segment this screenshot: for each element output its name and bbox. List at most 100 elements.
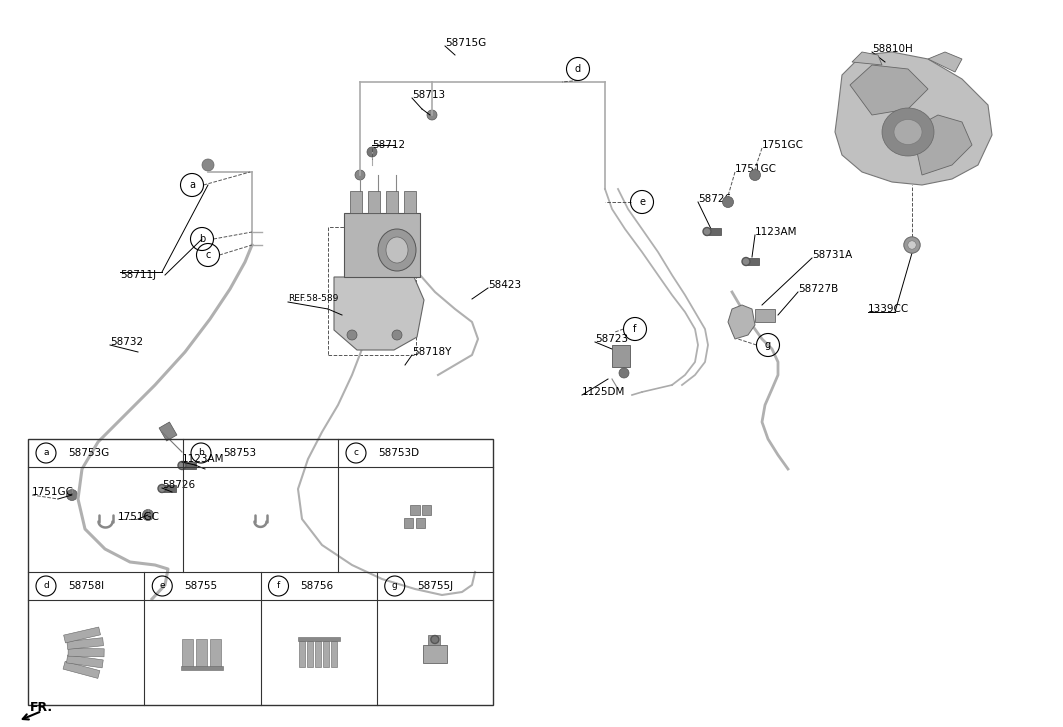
Text: a: a	[189, 180, 195, 190]
Ellipse shape	[386, 237, 408, 263]
Text: b: b	[198, 449, 204, 457]
Polygon shape	[334, 277, 424, 350]
Text: b: b	[199, 234, 205, 244]
Text: 58810H: 58810H	[872, 44, 913, 54]
Bar	[28, 439, 493, 705]
Text: f: f	[276, 582, 281, 590]
Text: 1751GC: 1751GC	[32, 487, 74, 497]
Text: 58753D: 58753D	[378, 448, 419, 458]
Polygon shape	[928, 52, 962, 72]
Circle shape	[749, 169, 760, 180]
Polygon shape	[755, 309, 775, 322]
Circle shape	[431, 635, 439, 643]
Circle shape	[904, 237, 921, 253]
Text: 1125DM: 1125DM	[583, 387, 625, 397]
Circle shape	[723, 196, 733, 207]
Bar	[68, 648, 104, 656]
Circle shape	[742, 257, 750, 265]
Text: a: a	[44, 449, 49, 457]
Circle shape	[392, 330, 402, 340]
Text: 58712: 58712	[372, 140, 405, 150]
Text: 1339CC: 1339CC	[868, 304, 909, 314]
Bar	[161, 485, 176, 492]
Polygon shape	[853, 52, 882, 65]
Text: 58713: 58713	[412, 90, 445, 100]
Bar	[159, 422, 176, 441]
Bar	[323, 640, 328, 667]
Bar	[298, 637, 339, 640]
Bar	[328, 227, 416, 355]
Polygon shape	[912, 115, 972, 175]
Bar	[64, 627, 101, 643]
Text: 58753G: 58753G	[68, 448, 109, 458]
Text: 58711J: 58711J	[120, 270, 156, 280]
Bar	[183, 638, 193, 669]
Circle shape	[178, 462, 186, 470]
Text: 58723: 58723	[595, 334, 628, 344]
FancyBboxPatch shape	[344, 213, 420, 277]
Text: 1123AM: 1123AM	[182, 454, 224, 464]
Circle shape	[142, 510, 153, 521]
Text: 1751GC: 1751GC	[762, 140, 804, 150]
Bar	[315, 640, 321, 667]
Bar	[67, 638, 103, 649]
Bar	[428, 635, 440, 645]
Bar	[182, 665, 223, 670]
Text: REF.58-589: REF.58-589	[288, 294, 338, 303]
Bar	[423, 645, 446, 662]
Text: 58753: 58753	[223, 448, 256, 458]
Circle shape	[367, 147, 377, 157]
Ellipse shape	[894, 119, 922, 145]
Bar	[368, 191, 379, 213]
Bar	[386, 191, 398, 213]
Circle shape	[355, 170, 365, 180]
Circle shape	[202, 159, 214, 171]
Bar	[67, 655, 103, 668]
Polygon shape	[850, 65, 928, 115]
Text: 58727B: 58727B	[798, 284, 839, 294]
Text: d: d	[44, 582, 49, 590]
Polygon shape	[836, 52, 992, 185]
Text: e: e	[639, 197, 645, 207]
Polygon shape	[728, 305, 755, 339]
Text: 58732: 58732	[109, 337, 144, 347]
Text: g: g	[765, 340, 771, 350]
Bar	[745, 258, 759, 265]
Bar	[612, 345, 630, 367]
Circle shape	[67, 489, 78, 500]
Bar	[331, 640, 337, 667]
Text: 58755: 58755	[184, 581, 217, 591]
Bar	[210, 638, 221, 669]
Bar	[299, 640, 305, 667]
Text: c: c	[354, 449, 358, 457]
Bar	[197, 638, 207, 669]
Ellipse shape	[378, 229, 416, 271]
Text: d: d	[575, 64, 581, 74]
Bar	[350, 191, 362, 213]
Text: 1751GC: 1751GC	[735, 164, 777, 174]
Text: 1751GC: 1751GC	[118, 512, 161, 522]
Circle shape	[619, 368, 629, 378]
Text: 1123AM: 1123AM	[755, 227, 797, 237]
Bar	[705, 228, 721, 235]
Circle shape	[158, 484, 166, 492]
Circle shape	[908, 241, 916, 249]
Circle shape	[703, 228, 711, 236]
Text: 58423: 58423	[488, 280, 521, 290]
Ellipse shape	[882, 108, 934, 156]
Bar	[422, 505, 432, 515]
Text: c: c	[205, 250, 210, 260]
Text: 58756: 58756	[301, 581, 334, 591]
Text: 58755J: 58755J	[417, 581, 453, 591]
Bar	[306, 640, 313, 667]
Text: f: f	[634, 324, 637, 334]
Text: 58758I: 58758I	[68, 581, 104, 591]
Bar	[404, 191, 416, 213]
Bar	[409, 505, 420, 515]
Text: 58718Y: 58718Y	[412, 347, 452, 357]
Text: g: g	[392, 582, 398, 590]
Bar	[416, 518, 425, 528]
Text: 58726: 58726	[162, 480, 196, 490]
Bar	[63, 662, 100, 678]
Text: 58726: 58726	[698, 194, 731, 204]
